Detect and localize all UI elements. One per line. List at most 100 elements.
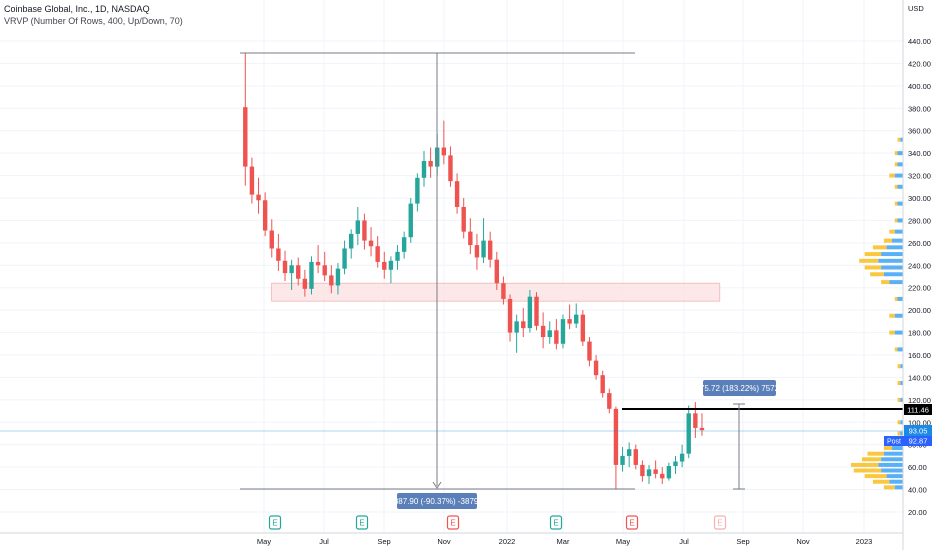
candle[interactable] [441,120,447,165]
earnings-marker[interactable]: E [268,515,282,530]
candle[interactable] [600,370,605,398]
profile-bar-up [881,457,903,462]
candle[interactable] [673,455,678,474]
candle[interactable] [362,213,367,250]
candle[interactable] [415,173,420,212]
earnings-marker[interactable]: E [625,515,639,530]
candle[interactable] [388,256,394,284]
candle[interactable] [302,269,308,297]
candle[interactable] [693,402,698,438]
candle[interactable] [653,460,658,479]
candle[interactable] [401,231,407,259]
candle[interactable] [481,218,486,264]
candle[interactable] [560,314,566,349]
candle[interactable] [547,321,552,344]
candle[interactable] [527,289,533,333]
candle[interactable] [329,265,334,294]
candle[interactable] [567,304,572,330]
candle[interactable] [421,150,427,187]
candle[interactable] [487,231,493,268]
candle[interactable] [282,250,288,281]
candle[interactable] [534,292,539,331]
candle[interactable] [461,198,466,239]
candle[interactable] [289,259,294,290]
profile-bar-up [889,280,903,285]
candle[interactable] [593,355,599,380]
earnings-marker[interactable]: E [549,515,563,530]
candle[interactable] [243,53,248,186]
candle[interactable] [574,303,579,329]
symbol-title[interactable]: Coinbase Global, Inc., 1D, NASDAQ [4,4,150,14]
support-zone-rect[interactable] [271,282,721,302]
candle[interactable] [256,177,261,214]
candle-body [540,325,546,338]
candle[interactable] [368,227,374,257]
time-tick-label: Jul [319,537,329,546]
candle[interactable] [633,444,638,470]
earnings-marker-label: E [717,519,722,528]
profile-bar-up [900,364,903,369]
candle[interactable] [474,233,480,270]
candle[interactable] [613,406,619,490]
candle[interactable] [646,464,652,484]
candle[interactable] [428,147,433,178]
candle[interactable] [626,442,632,468]
price-axis[interactable]: USD 20.0040.0060.0080.00100.00120.00140.… [908,4,931,517]
candles[interactable] [243,53,705,490]
candle[interactable] [554,319,559,350]
candle[interactable] [686,405,691,459]
candle[interactable] [660,467,665,484]
candle[interactable] [540,312,546,349]
candle[interactable] [355,206,361,246]
profile-bar-up [897,218,903,223]
candle[interactable] [269,219,274,258]
candle[interactable] [494,251,499,290]
candle[interactable] [679,444,685,468]
candle[interactable] [348,229,354,259]
profile-bar-up [883,451,903,456]
candle[interactable] [249,157,255,204]
candle[interactable] [501,276,506,305]
candle[interactable] [580,310,586,347]
drawings[interactable] [0,52,903,490]
candle[interactable] [262,192,268,237]
time-tick-label: Mar [557,537,570,546]
candle[interactable] [521,307,526,338]
measure-up-label[interactable]: 75.72 (183.22%) 7572 [700,380,780,396]
candle[interactable] [395,245,400,270]
measure-down-label[interactable]: -387.90 (-90.37%) -38790 [391,493,483,509]
earnings-marker[interactable]: E [713,515,727,530]
earnings-marker[interactable]: E [446,515,460,530]
candle[interactable] [666,462,672,481]
candle[interactable] [296,257,301,286]
candle[interactable] [454,173,460,214]
candle[interactable] [587,337,592,367]
price-tick-label: 360.00 [908,127,931,136]
candle[interactable] [342,240,347,275]
candle[interactable] [276,233,281,271]
candle[interactable] [408,198,413,243]
candle[interactable] [699,413,705,436]
candle-body [348,233,354,249]
candle[interactable] [468,218,473,255]
earnings-marker[interactable]: E [355,515,369,530]
candle[interactable] [640,460,645,482]
candle[interactable] [514,314,519,353]
candle[interactable] [607,388,612,414]
candle[interactable] [620,446,625,472]
candle[interactable] [382,251,387,279]
candle[interactable] [322,251,327,281]
candle[interactable] [335,263,341,295]
candle[interactable] [315,245,321,274]
indicator-title[interactable]: VRVP (Number Of Rows, 400, Up/Down, 70) [4,16,183,26]
candle[interactable] [448,146,453,187]
candle[interactable] [507,294,513,342]
time-axis[interactable]: May Jul Sep Nov 2022 Mar May Jul Sep Nov 2023 [257,537,872,546]
price-tick-label: 340.00 [908,149,931,158]
candle[interactable] [375,236,380,268]
support-zone[interactable] [271,282,721,302]
profile-bar-up [894,229,903,234]
candle[interactable] [309,256,314,295]
